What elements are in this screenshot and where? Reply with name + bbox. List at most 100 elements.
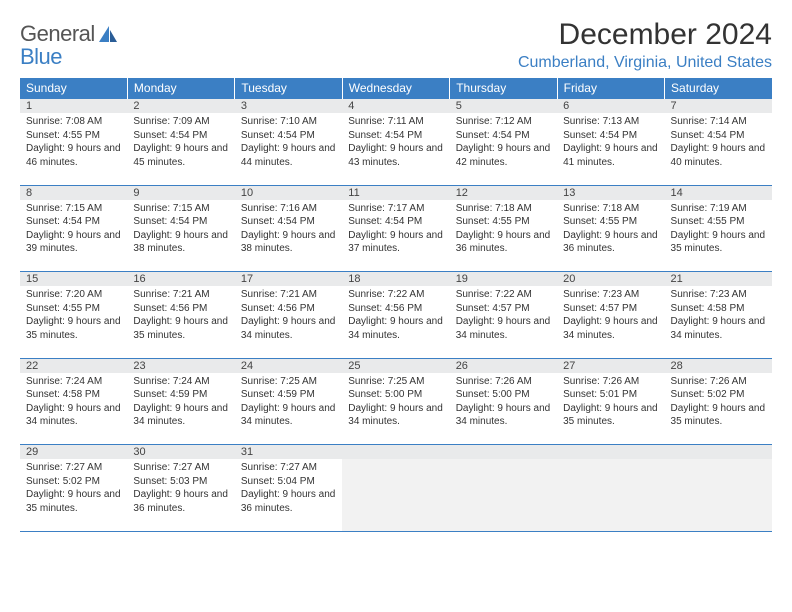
day-content-cell: Sunrise: 7:24 AMSunset: 4:58 PMDaylight:… [20, 373, 127, 445]
sunrise-line: Sunrise: 7:09 AM [133, 115, 228, 129]
day-content-cell: Sunrise: 7:24 AMSunset: 4:59 PMDaylight:… [127, 373, 234, 445]
day-number-cell: 25 [342, 358, 449, 373]
daylight-line: Daylight: 9 hours and 36 minutes. [241, 488, 336, 515]
day-content-row: Sunrise: 7:15 AMSunset: 4:54 PMDaylight:… [20, 200, 772, 272]
daylight-line: Daylight: 9 hours and 34 minutes. [133, 402, 228, 429]
sunrise-line: Sunrise: 7:11 AM [348, 115, 443, 129]
sunrise-line: Sunrise: 7:22 AM [348, 288, 443, 302]
weekday-header: Sunday [20, 78, 127, 99]
sunrise-line: Sunrise: 7:26 AM [563, 375, 658, 389]
sunset-line: Sunset: 4:55 PM [26, 302, 121, 316]
day-content-cell: Sunrise: 7:27 AMSunset: 5:02 PMDaylight:… [20, 459, 127, 531]
sunset-line: Sunset: 4:54 PM [133, 215, 228, 229]
sunrise-line: Sunrise: 7:16 AM [241, 202, 336, 216]
sunset-line: Sunset: 5:02 PM [671, 388, 766, 402]
daylight-line: Daylight: 9 hours and 34 minutes. [26, 402, 121, 429]
logo-line1: General [20, 22, 95, 45]
sunrise-line: Sunrise: 7:25 AM [348, 375, 443, 389]
day-content-cell: Sunrise: 7:25 AMSunset: 4:59 PMDaylight:… [235, 373, 342, 445]
sunset-line: Sunset: 4:54 PM [456, 129, 551, 143]
daylight-line: Daylight: 9 hours and 34 minutes. [456, 315, 551, 342]
sunrise-line: Sunrise: 7:17 AM [348, 202, 443, 216]
day-content-cell: Sunrise: 7:26 AMSunset: 5:00 PMDaylight:… [450, 373, 557, 445]
sunrise-line: Sunrise: 7:08 AM [26, 115, 121, 129]
weekday-header: Friday [557, 78, 664, 99]
day-number-cell: 9 [127, 185, 234, 200]
weekday-header: Wednesday [342, 78, 449, 99]
day-number-cell [557, 445, 664, 460]
sunset-line: Sunset: 5:00 PM [348, 388, 443, 402]
sunset-line: Sunset: 5:01 PM [563, 388, 658, 402]
day-number-cell: 1 [20, 99, 127, 114]
daylight-line: Daylight: 9 hours and 35 minutes. [671, 229, 766, 256]
logo: General Blue [20, 18, 119, 68]
weekday-header-row: SundayMondayTuesdayWednesdayThursdayFrid… [20, 78, 772, 99]
day-number-cell: 17 [235, 272, 342, 287]
daylight-line: Daylight: 9 hours and 44 minutes. [241, 142, 336, 169]
weekday-header: Thursday [450, 78, 557, 99]
day-content-row: Sunrise: 7:24 AMSunset: 4:58 PMDaylight:… [20, 373, 772, 445]
daylight-line: Daylight: 9 hours and 34 minutes. [241, 402, 336, 429]
day-content-cell: Sunrise: 7:09 AMSunset: 4:54 PMDaylight:… [127, 113, 234, 185]
sunrise-line: Sunrise: 7:24 AM [26, 375, 121, 389]
day-content-cell: Sunrise: 7:15 AMSunset: 4:54 PMDaylight:… [127, 200, 234, 272]
day-number-cell: 7 [665, 99, 772, 114]
day-number-cell: 26 [450, 358, 557, 373]
sunset-line: Sunset: 4:59 PM [133, 388, 228, 402]
daylight-line: Daylight: 9 hours and 34 minutes. [456, 402, 551, 429]
day-content-cell: Sunrise: 7:18 AMSunset: 4:55 PMDaylight:… [557, 200, 664, 272]
day-number-cell: 30 [127, 445, 234, 460]
sunrise-line: Sunrise: 7:21 AM [241, 288, 336, 302]
day-number-cell: 19 [450, 272, 557, 287]
daylight-line: Daylight: 9 hours and 46 minutes. [26, 142, 121, 169]
sunrise-line: Sunrise: 7:27 AM [241, 461, 336, 475]
sunrise-line: Sunrise: 7:22 AM [456, 288, 551, 302]
sunset-line: Sunset: 5:03 PM [133, 475, 228, 489]
weekday-header: Tuesday [235, 78, 342, 99]
day-content-cell: Sunrise: 7:16 AMSunset: 4:54 PMDaylight:… [235, 200, 342, 272]
day-number-cell: 13 [557, 185, 664, 200]
day-content-cell: Sunrise: 7:11 AMSunset: 4:54 PMDaylight:… [342, 113, 449, 185]
day-number-cell: 4 [342, 99, 449, 114]
day-number-cell: 28 [665, 358, 772, 373]
day-content-cell: Sunrise: 7:12 AMSunset: 4:54 PMDaylight:… [450, 113, 557, 185]
day-number-cell: 14 [665, 185, 772, 200]
sunset-line: Sunset: 4:57 PM [456, 302, 551, 316]
day-number-cell: 29 [20, 445, 127, 460]
day-content-cell: Sunrise: 7:21 AMSunset: 4:56 PMDaylight:… [127, 286, 234, 358]
daylight-line: Daylight: 9 hours and 36 minutes. [133, 488, 228, 515]
day-content-cell: Sunrise: 7:26 AMSunset: 5:02 PMDaylight:… [665, 373, 772, 445]
sunset-line: Sunset: 4:54 PM [671, 129, 766, 143]
day-content-row: Sunrise: 7:08 AMSunset: 4:55 PMDaylight:… [20, 113, 772, 185]
daylight-line: Daylight: 9 hours and 35 minutes. [26, 315, 121, 342]
header: General Blue December 2024 Cumberland, V… [20, 18, 772, 72]
daylight-line: Daylight: 9 hours and 35 minutes. [133, 315, 228, 342]
daynum-row: 293031 [20, 445, 772, 460]
sunset-line: Sunset: 5:00 PM [456, 388, 551, 402]
sunrise-line: Sunrise: 7:23 AM [671, 288, 766, 302]
day-content-cell: Sunrise: 7:20 AMSunset: 4:55 PMDaylight:… [20, 286, 127, 358]
day-number-cell: 11 [342, 185, 449, 200]
sunrise-line: Sunrise: 7:18 AM [563, 202, 658, 216]
logo-line2: Blue [20, 45, 95, 68]
sunrise-line: Sunrise: 7:24 AM [133, 375, 228, 389]
daylight-line: Daylight: 9 hours and 43 minutes. [348, 142, 443, 169]
daylight-line: Daylight: 9 hours and 41 minutes. [563, 142, 658, 169]
sunrise-line: Sunrise: 7:18 AM [456, 202, 551, 216]
day-content-cell [557, 459, 664, 531]
daynum-row: 891011121314 [20, 185, 772, 200]
day-number-cell [450, 445, 557, 460]
sunset-line: Sunset: 4:54 PM [348, 215, 443, 229]
month-title: December 2024 [518, 18, 772, 52]
daylight-line: Daylight: 9 hours and 35 minutes. [26, 488, 121, 515]
day-number-cell [665, 445, 772, 460]
day-number-cell: 27 [557, 358, 664, 373]
sunrise-line: Sunrise: 7:20 AM [26, 288, 121, 302]
sunset-line: Sunset: 4:55 PM [563, 215, 658, 229]
sunset-line: Sunset: 4:56 PM [241, 302, 336, 316]
daynum-row: 15161718192021 [20, 272, 772, 287]
daylight-line: Daylight: 9 hours and 42 minutes. [456, 142, 551, 169]
sunset-line: Sunset: 4:55 PM [456, 215, 551, 229]
sunrise-line: Sunrise: 7:26 AM [456, 375, 551, 389]
day-content-cell [665, 459, 772, 531]
